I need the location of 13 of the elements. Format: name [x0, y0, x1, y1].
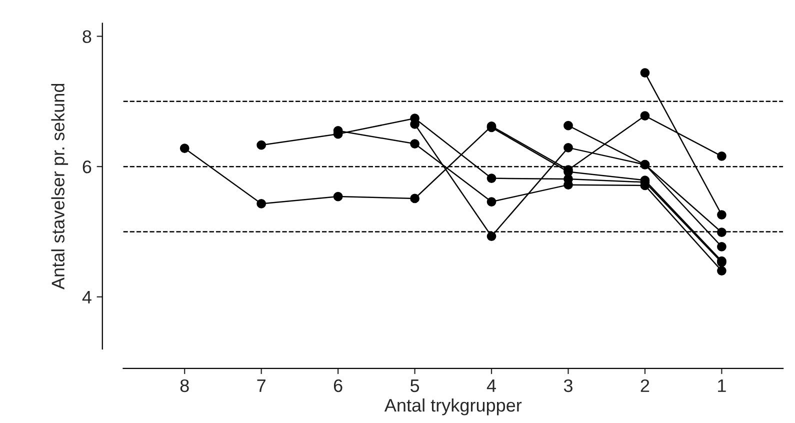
- x-tick-label: 3: [564, 379, 572, 392]
- x-tick-label: 6: [334, 379, 342, 392]
- y-tick-label: 8: [82, 30, 92, 44]
- x-tick-label: 8: [180, 379, 189, 392]
- y-axis-title: Antal stavelser pr. sekund: [51, 84, 68, 290]
- x-tick-label: 5: [410, 380, 420, 392]
- y-tick-label: 6: [82, 160, 92, 174]
- x-tick-label: 2: [640, 379, 650, 392]
- x-axis-title: Antal trykgrupper: [384, 398, 522, 416]
- y-tick-label: 4: [82, 290, 92, 304]
- x-tick-label: 4: [486, 380, 496, 392]
- x-tick-label: 7: [257, 380, 266, 392]
- x-tick-label: 1: [718, 380, 726, 392]
